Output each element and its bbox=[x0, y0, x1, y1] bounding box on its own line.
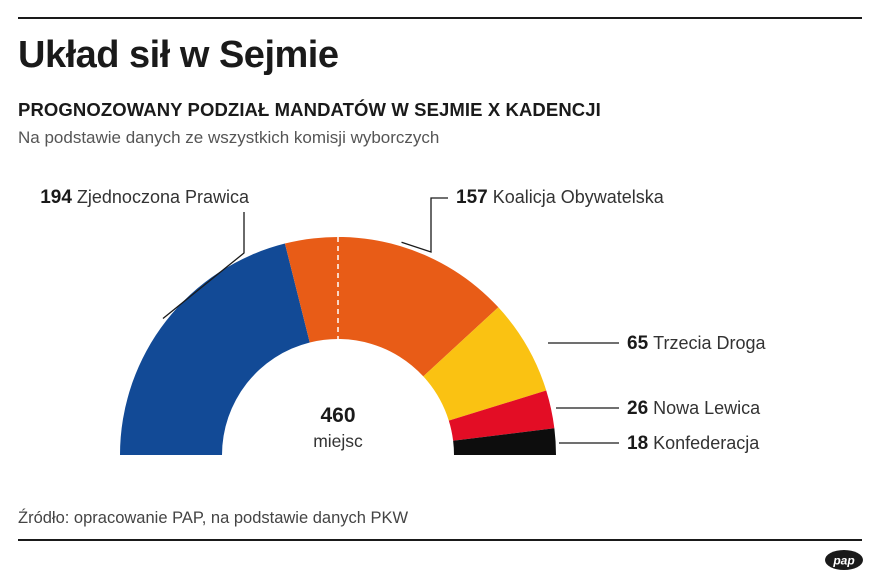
slice-name: Nowa Lewica bbox=[648, 398, 761, 418]
slice-value: 157 bbox=[456, 187, 488, 208]
slice-name: Zjednoczona Prawica bbox=[72, 187, 250, 207]
bottom-rule bbox=[18, 539, 862, 541]
slice-name: Konfederacja bbox=[648, 433, 760, 453]
leader-line-koalicja-obywatelska bbox=[401, 197, 448, 253]
slice-value: 65 bbox=[627, 333, 649, 354]
total-seats-value: 460 bbox=[320, 404, 355, 427]
slice-label-nowa-lewica: 26 Nowa Lewica bbox=[627, 398, 761, 419]
slice-label-trzecia-droga: 65 Trzecia Droga bbox=[627, 333, 766, 354]
chart-title: Układ sił w Sejmie bbox=[18, 34, 339, 76]
slice-koalicja-obywatelska bbox=[284, 237, 499, 377]
pap-logo-text: pap bbox=[832, 554, 854, 568]
slice-trzecia-droga bbox=[423, 307, 547, 421]
slice-zjednoczona-prawica bbox=[120, 243, 310, 455]
chart-note: Na podstawie danych ze wszystkich komisj… bbox=[18, 128, 440, 147]
slice-nowa-lewica bbox=[448, 390, 555, 441]
slice-labels: 194 Zjednoczona Prawica 157 Koalicja Obyw… bbox=[40, 187, 766, 454]
total-seats-label: miejsc bbox=[313, 431, 363, 451]
slice-value: 26 bbox=[627, 398, 648, 419]
slice-label-konfederacja: 18 Konfederacja bbox=[627, 433, 760, 454]
source-note: Źródło: opracowanie PAP, na podstawie da… bbox=[18, 509, 409, 527]
leader-line-zjednoczona-prawica bbox=[162, 212, 245, 319]
chart-subtitle: PROGNOZOWANY PODZIAŁ MANDATÓW W SEJMIE X… bbox=[18, 99, 601, 120]
pap-logo: pap bbox=[825, 550, 863, 570]
top-rule bbox=[18, 17, 862, 19]
slice-konfederacja bbox=[453, 428, 556, 455]
slice-group bbox=[120, 237, 556, 455]
slice-label-zjednoczona-prawica: 194 Zjednoczona Prawica bbox=[40, 187, 250, 208]
slice-value: 194 bbox=[40, 187, 72, 208]
slice-name: Koalicja Obywatelska bbox=[488, 187, 665, 207]
leader-lines bbox=[162, 197, 619, 444]
slice-label-koalicja-obywatelska: 157 Koalicja Obywatelska bbox=[456, 187, 665, 208]
slice-value: 18 bbox=[627, 433, 648, 454]
slice-name: Trzecia Droga bbox=[648, 333, 766, 353]
